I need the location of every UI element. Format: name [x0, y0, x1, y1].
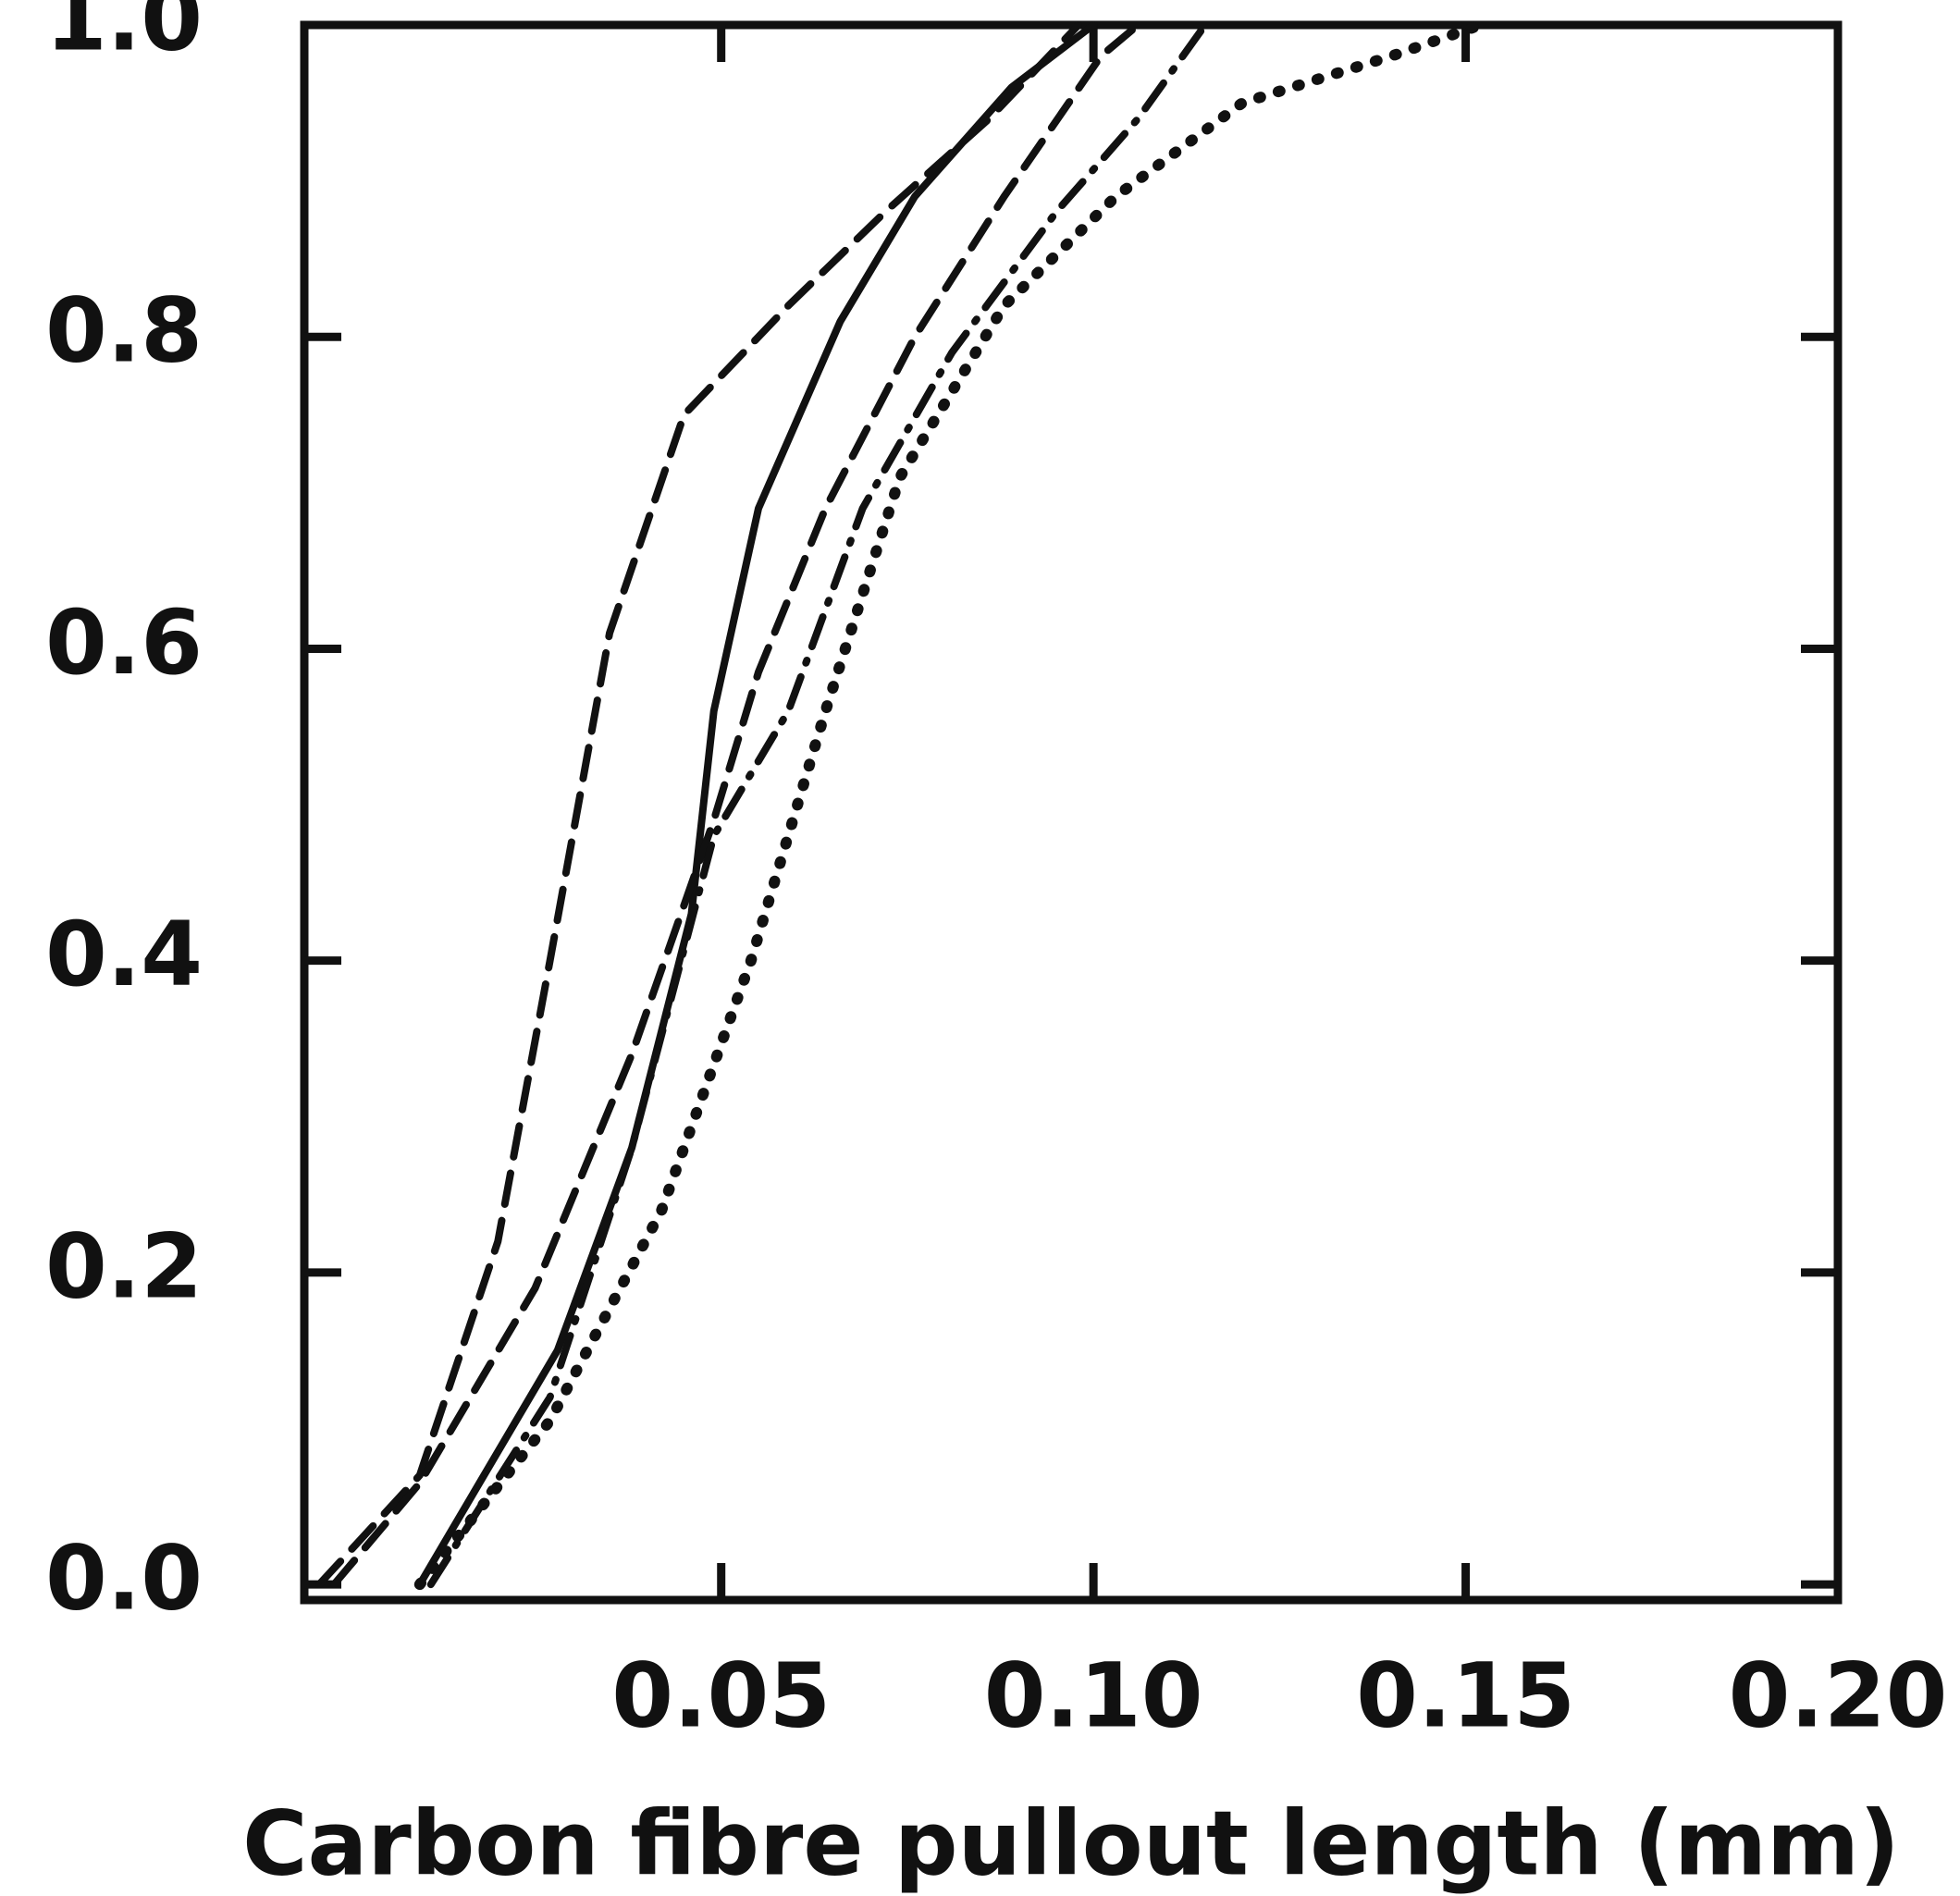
data-line — [413, 19, 1486, 1591]
data-line — [415, 21, 1098, 1589]
y-tick-label: 0.4 — [45, 903, 203, 1006]
x-tick-label: 0.15 — [1356, 1644, 1575, 1747]
data-line — [330, 21, 1142, 1589]
data-line — [315, 21, 1082, 1589]
x-tick-label: 0.10 — [984, 1644, 1203, 1747]
x-tick-label: 0.05 — [611, 1644, 831, 1747]
data-line — [426, 21, 1209, 1589]
plot-frame — [300, 20, 1843, 1605]
x-tick-label: 0.20 — [1729, 1644, 1948, 1747]
y-tick-label: 0.0 — [45, 1526, 203, 1630]
x-axis-label: Carbon fibre pullout length (mm) — [242, 1791, 1900, 1895]
y-tick-label: 0.6 — [45, 591, 203, 695]
y-tick-label: 0.8 — [45, 279, 203, 383]
y-tick-label: 0.2 — [45, 1214, 203, 1318]
y-tick-label: 1.0 — [45, 0, 203, 70]
